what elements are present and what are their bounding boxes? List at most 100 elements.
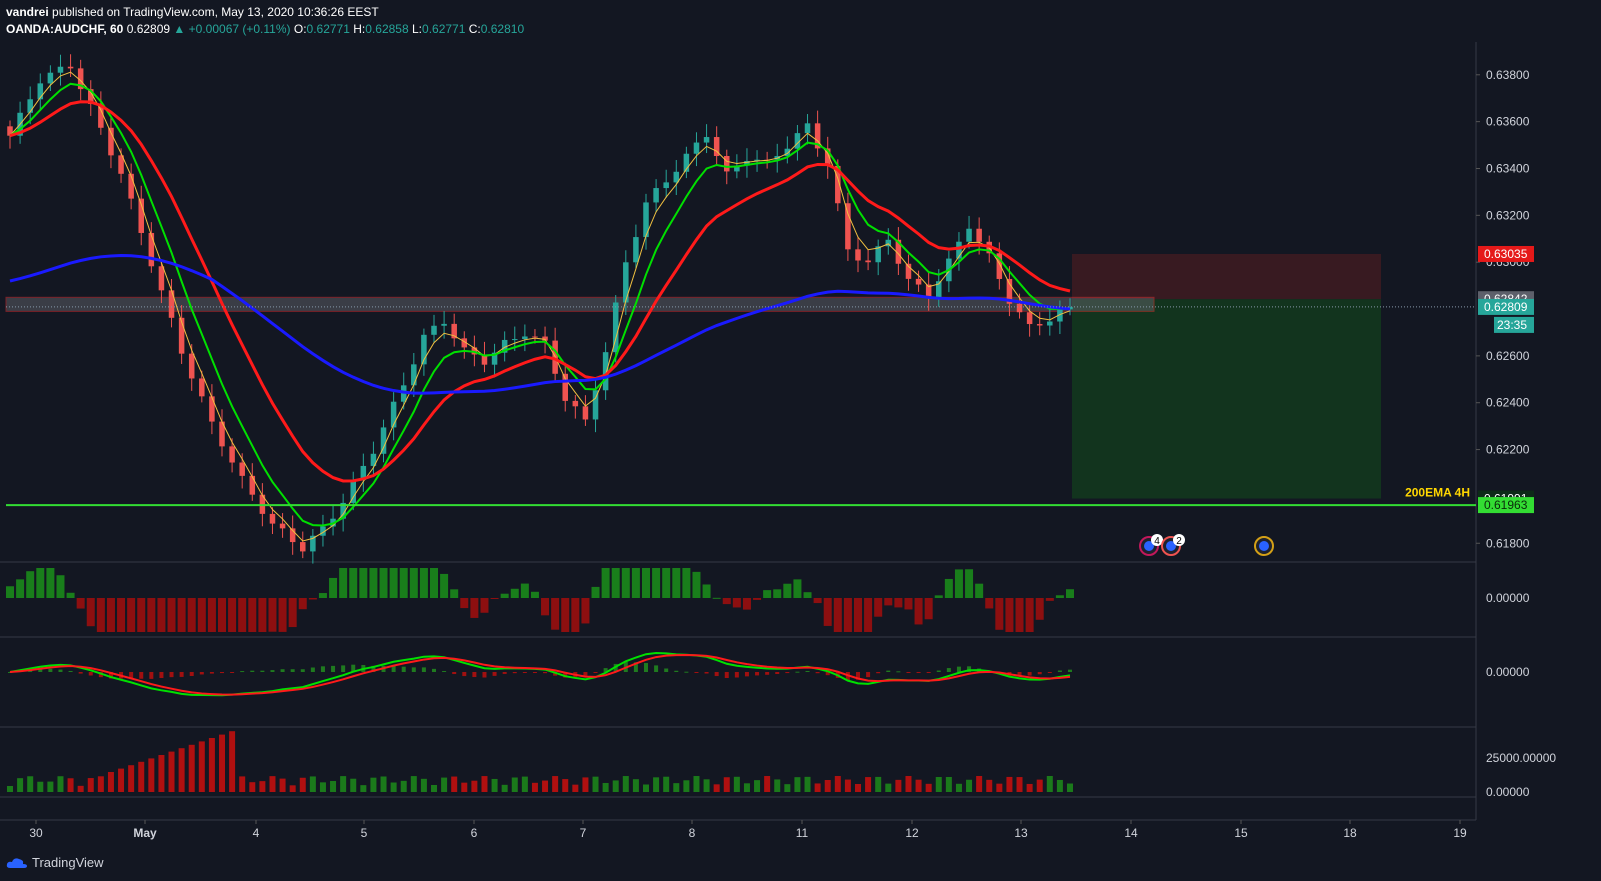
volume-bar-7 [77, 785, 84, 792]
squeeze-bar-65 [662, 568, 671, 598]
macd-hist-24 [250, 670, 255, 672]
volume-bar-14 [148, 758, 155, 792]
candle-body-82 [835, 165, 841, 204]
candle-body-27 [279, 523, 286, 529]
squeeze-bar-68 [692, 571, 701, 598]
macd-hist-74 [755, 672, 760, 676]
squeeze-bar-13 [137, 598, 146, 632]
squeeze-bar-100 [1015, 598, 1024, 632]
volume-bar-62 [632, 779, 639, 792]
candle-body-20 [209, 396, 215, 422]
squeeze-bar-10 [106, 598, 115, 632]
squeeze-bar-61 [621, 568, 630, 598]
candle-body-84 [855, 249, 861, 261]
squeeze-bar-82 [833, 598, 842, 632]
cloud-icon [6, 857, 28, 868]
squeeze-bar-97 [985, 598, 994, 609]
candle-body-8 [88, 89, 94, 104]
squeeze-bar-69 [702, 584, 711, 598]
squeeze-bar-87 [884, 598, 893, 606]
volume-bar-66 [673, 783, 680, 792]
squeeze-bar-83 [843, 598, 852, 632]
symbol-label[interactable]: OANDA:AUDCHF, 60 [6, 22, 124, 36]
volume-bar-21 [219, 734, 225, 792]
macd-hist-59 [603, 668, 608, 672]
macd-hist-94 [956, 666, 961, 672]
candle-body-35 [360, 465, 367, 480]
macd-hist-25 [260, 670, 265, 672]
candle-body-26 [269, 513, 276, 524]
squeeze-bar-15 [157, 598, 166, 632]
squeeze-bar-50 [510, 588, 519, 598]
y-tick-label-3: 0.63200 [1486, 208, 1530, 222]
squeeze-bar-47 [480, 598, 489, 613]
price-change: +0.00067 (+0.11%) [188, 22, 291, 36]
macd-hist-52 [532, 672, 537, 673]
volume-bar-96 [976, 776, 983, 792]
ohlc-legend: OANDA:AUDCHF, 60 0.62809 ▲ +0.00067 (+0.… [6, 22, 524, 36]
volume-bar-61 [622, 776, 629, 792]
volume-bar-64 [653, 777, 660, 792]
macd-hist-42 [432, 668, 436, 672]
macd-hist-23 [240, 671, 245, 673]
squeeze-bar-80 [813, 598, 822, 604]
candle-body-24 [249, 475, 256, 495]
macd-hist-13 [139, 672, 144, 679]
volume-bar-0 [7, 786, 13, 792]
macd-hist-53 [543, 672, 548, 674]
candle-body-52 [532, 336, 538, 338]
volume-bar-105 [1067, 783, 1073, 792]
candle-body-19 [199, 378, 205, 397]
candle-body-14 [148, 232, 155, 267]
volume-bar-18 [188, 744, 195, 792]
volume-bar-63 [643, 784, 649, 792]
squeeze-bar-59 [601, 568, 610, 598]
squeeze-bar-71 [722, 598, 731, 605]
candle-body-104 [1057, 309, 1063, 322]
candle-body-42 [431, 325, 437, 335]
volume-bar-95 [966, 779, 973, 792]
event-2-flag-icon [1259, 541, 1269, 551]
squeeze-bar-77 [783, 583, 792, 598]
candle-body-18 [188, 353, 195, 379]
candle-body-63 [643, 202, 649, 238]
squeeze-bar-70 [712, 597, 721, 599]
volume-bar-68 [693, 776, 700, 792]
candle-body-100 [1016, 303, 1023, 313]
countdown-label: 23:35 [1497, 318, 1527, 332]
macd-hist-9 [98, 672, 103, 678]
macd-hist-100 [1017, 672, 1022, 676]
take-profit-zone [1072, 299, 1381, 499]
volume-bar-32 [330, 780, 337, 792]
squeeze-bar-20 [207, 598, 216, 632]
candle-body-78 [794, 133, 801, 149]
up-arrow-icon: ▲ [173, 22, 186, 36]
macd-hist-95 [967, 666, 972, 672]
tradingview-logo[interactable]: TradingView [6, 855, 104, 870]
volume-bar-74 [754, 780, 761, 792]
volume-bar-19 [198, 741, 205, 792]
macd-zero-label: 0.00000 [1486, 665, 1530, 679]
x-tick-label-6: 8 [689, 826, 696, 840]
y-tick-label-8: 0.61800 [1486, 536, 1530, 550]
macd-hist-46 [472, 672, 477, 678]
squeeze-bar-12 [127, 598, 136, 632]
close-value: 0.62810 [480, 22, 525, 36]
publisher-name[interactable]: vandrei [6, 5, 49, 19]
volume-bar-83 [844, 779, 851, 792]
squeeze-bar-74 [753, 598, 762, 600]
squeeze-bar-18 [187, 598, 196, 632]
macd-hist-26 [270, 670, 275, 672]
countdown-bg [1494, 316, 1534, 333]
candle-body-96 [976, 228, 982, 242]
volume-bar-103 [1046, 776, 1053, 792]
squeeze-bar-105 [1066, 589, 1074, 598]
last-price-label-bg [1478, 298, 1534, 315]
squeeze-bar-94 [954, 569, 963, 598]
squeeze-bar-46 [470, 598, 479, 618]
macd-hist-34 [351, 664, 356, 672]
volume-bar-36 [370, 777, 377, 792]
volume-bar-58 [592, 776, 599, 792]
event-1-flag-icon [1166, 541, 1176, 551]
